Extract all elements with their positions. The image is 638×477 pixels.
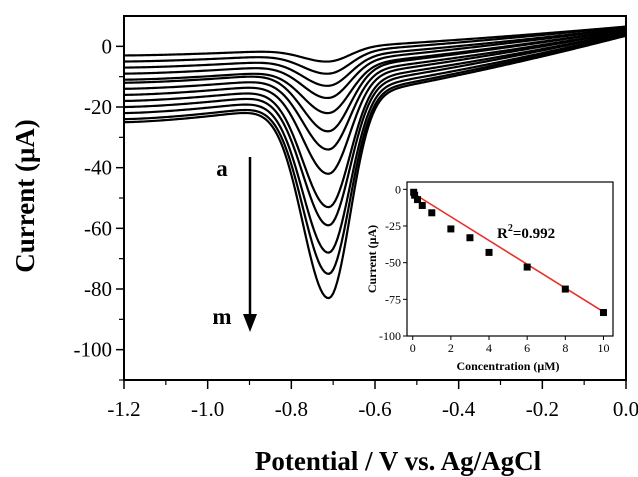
- inset-background: [407, 182, 613, 336]
- inset-data-point: [447, 225, 455, 233]
- y-tick-label: -40: [84, 156, 112, 180]
- x-axis-title: Potential / V vs. Ag/AgCl: [255, 446, 542, 476]
- x-tick-label: -0.4: [442, 397, 476, 421]
- inset-x-tick-label: 8: [562, 341, 568, 355]
- cv-curve-d: [123, 27, 627, 100]
- inset-data-point: [413, 196, 421, 204]
- inset-x-tick-label: 0: [410, 341, 416, 355]
- x-tick-label: 0.0: [613, 397, 638, 421]
- inset-plot-frame: [406, 181, 614, 337]
- inset-data-point: [485, 248, 493, 256]
- inset-data-point: [428, 209, 436, 217]
- inset-x-axis-title: Concentration (μM): [456, 359, 559, 373]
- x-tick-label: -0.2: [526, 397, 559, 421]
- inset-fit-line: [412, 192, 604, 313]
- main-axis-ticks: -1.2 -1.0 -0.8 -0.6 -0.4 -0.2 0.0 0 -20 -40 -60 -80…: [74, 34, 638, 421]
- inset-x-tick-label: 6: [524, 341, 530, 355]
- inset-y-tick-label: -75: [385, 292, 401, 306]
- inset-y-axis-title: Current (μA): [365, 225, 379, 293]
- last-curve-label: m: [212, 304, 231, 329]
- inset-data-point: [523, 263, 531, 271]
- inset-x-tick-label: 2: [448, 341, 454, 355]
- x-tick-label: -1.0: [191, 397, 224, 421]
- inset-data-point: [599, 309, 607, 317]
- y-axis-title: Current (μA): [10, 119, 40, 273]
- inset-x-tick-label: 4: [486, 341, 492, 355]
- inset-y-tick-label: -50: [385, 256, 401, 270]
- inset-axis-ticks: 0 2 4 6 8 10 0 -25 -50 -75 -100: [379, 182, 609, 355]
- inset-y-tick-label: 0: [395, 182, 401, 196]
- x-tick-label: -1.2: [107, 397, 140, 421]
- y-tick-label: -100: [74, 338, 113, 362]
- cv-curve-b: [123, 25, 627, 75]
- series-arrow: [243, 157, 257, 332]
- y-tick-label: 0: [102, 34, 113, 58]
- inset-x-tick-label: 10: [597, 341, 609, 355]
- cv-curve-m: [123, 34, 627, 300]
- cv-curve-c: [123, 27, 627, 87]
- cv-curve-i: [123, 31, 627, 209]
- inset-data-point: [561, 285, 569, 293]
- y-tick-label: -80: [84, 277, 112, 301]
- r-squared-annotation: R2=0.992: [497, 223, 555, 242]
- x-tick-label: -0.6: [358, 397, 391, 421]
- inset-y-tick-label: -25: [385, 219, 401, 233]
- y-tick-label: -20: [84, 95, 112, 119]
- cv-curve-f: [123, 28, 627, 133]
- inset-points: [410, 188, 607, 317]
- cv-curve-j: [123, 31, 627, 227]
- cv-curve-g: [123, 30, 627, 151]
- cv-curve-l: [123, 33, 627, 275]
- cv-curve-h: [123, 30, 627, 175]
- inset-data-point: [466, 234, 474, 242]
- first-curve-label: a: [216, 156, 228, 181]
- inset-data-point: [411, 191, 419, 199]
- cv-curve-a: [124, 25, 627, 63]
- inset-y-tick-label: -100: [379, 329, 401, 343]
- cv-curves: [123, 25, 627, 300]
- y-tick-label: -60: [84, 216, 112, 240]
- inset-data-point: [418, 201, 426, 209]
- cv-curve-k: [123, 33, 627, 254]
- x-tick-label: -0.8: [275, 397, 308, 421]
